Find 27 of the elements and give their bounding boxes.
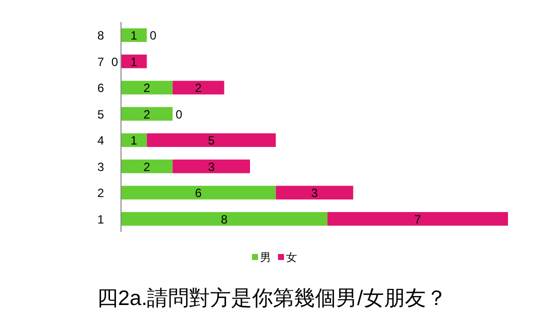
data-label: 8 — [220, 212, 228, 226]
data-label: 5 — [208, 134, 215, 148]
data-label: 0 — [176, 107, 183, 122]
data-label: 7 — [414, 212, 422, 226]
data-label: 2 — [143, 160, 150, 174]
text: 四2a.請問對方是你第幾個男/女朋友？ — [96, 287, 448, 310]
data-label: 6 — [195, 186, 202, 200]
data-label: 0 — [111, 54, 118, 69]
data-label: 2 — [143, 81, 150, 96]
data-label: 0 — [150, 28, 157, 43]
y-tick-label: 2 — [97, 186, 104, 200]
y-tick-label: 6 — [97, 81, 104, 96]
data-label: 1 — [130, 134, 138, 148]
data-label: 1 — [130, 28, 138, 43]
y-tick-label: 7 — [97, 54, 104, 69]
legend-label: 女 — [286, 252, 297, 264]
y-tick-label: 3 — [97, 160, 104, 174]
data-label: 3 — [208, 160, 215, 174]
y-tick-label: 5 — [97, 107, 104, 122]
y-tick-label: 8 — [97, 28, 104, 43]
data-label: 3 — [311, 186, 318, 200]
data-label: 1 — [130, 54, 138, 69]
y-tick-label: 4 — [97, 134, 104, 148]
data-label: 2 — [195, 81, 202, 96]
legend-label: 男 — [260, 252, 271, 264]
y-tick-label: 1 — [97, 212, 104, 226]
data-label: 2 — [143, 107, 150, 122]
